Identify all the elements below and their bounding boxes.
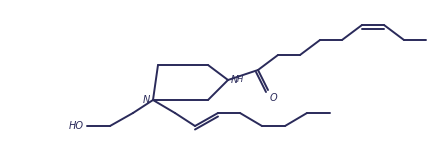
- Text: H: H: [237, 75, 243, 84]
- Text: N: N: [143, 95, 150, 105]
- Text: HO: HO: [69, 121, 84, 131]
- Text: O: O: [270, 93, 278, 103]
- Text: N: N: [231, 75, 238, 85]
